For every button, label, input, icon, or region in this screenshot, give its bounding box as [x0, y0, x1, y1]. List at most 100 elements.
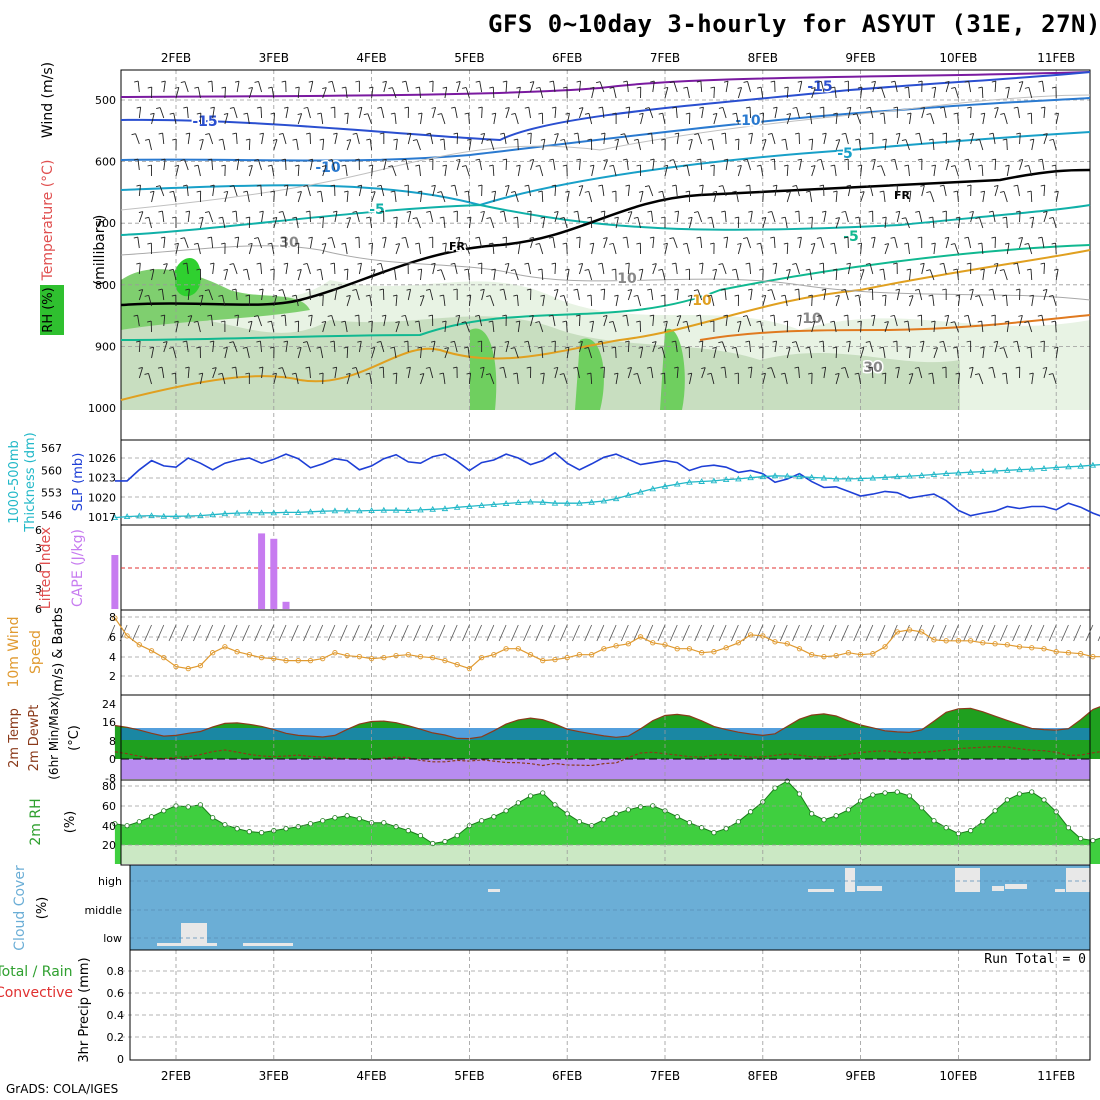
wind10m-barb	[669, 624, 678, 642]
wind-barb	[212, 367, 217, 370]
date-label-bottom: 8FEB	[748, 1069, 778, 1083]
thickness-marker	[294, 509, 302, 515]
wind-barb	[1030, 268, 1033, 281]
wind10m-barb	[486, 624, 495, 642]
wind-barb	[161, 289, 165, 301]
wind-barb	[175, 321, 179, 333]
wind-barb	[489, 86, 494, 89]
wind-barb	[689, 373, 693, 385]
wind-barb	[1043, 107, 1046, 119]
wind10m-barb	[449, 624, 458, 642]
wind-barb	[282, 289, 287, 301]
wind-barb	[180, 159, 185, 162]
wind10m-barb	[205, 624, 214, 642]
wind-barb	[868, 288, 873, 291]
wind-barb	[780, 372, 786, 375]
wind-barb	[418, 321, 421, 333]
wind-barb	[513, 138, 518, 141]
wind-barb	[884, 295, 887, 307]
wind-barb	[745, 340, 750, 343]
wind10m-barb	[156, 624, 165, 642]
wind10m-marker	[258, 655, 265, 661]
wind-barb	[210, 315, 214, 327]
wind-barb	[327, 236, 333, 239]
wind-barb	[553, 288, 559, 291]
wind-barb	[163, 81, 166, 93]
wind-barb	[720, 288, 726, 291]
wind-barb	[943, 263, 947, 275]
wind-barb	[245, 216, 250, 219]
wind-barb	[158, 210, 163, 213]
thickness-marker	[686, 478, 693, 485]
wind-barb	[737, 138, 740, 151]
wind-barb	[207, 236, 212, 239]
wind-barb	[346, 346, 349, 359]
wind10m-marker	[686, 646, 693, 652]
wind-barb	[919, 340, 925, 343]
rh-area	[114, 781, 1100, 864]
wind-barb	[662, 191, 666, 203]
wind10m-marker	[442, 657, 448, 664]
wind-barb	[577, 133, 580, 145]
wind-barb	[1055, 269, 1059, 281]
freezing-level-line	[120, 168, 1091, 307]
wind-barb	[221, 86, 226, 89]
wind-barb	[652, 81, 655, 93]
temp-band-blue	[121, 728, 1090, 740]
cloud-block	[181, 923, 207, 946]
wind-barb	[926, 191, 931, 194]
wind-barb	[529, 236, 534, 239]
wind-barb	[1018, 236, 1023, 239]
wind-barb	[674, 366, 679, 369]
wind-barb	[647, 288, 652, 291]
wind-barb	[908, 87, 910, 99]
wind-barb	[209, 340, 214, 343]
slp-tick: 1026	[88, 452, 116, 465]
wind10m-barb	[792, 624, 800, 642]
wind-barb	[884, 372, 887, 385]
wind-barb	[969, 132, 974, 135]
wind-barb	[541, 190, 544, 203]
wind10m-marker	[552, 656, 558, 663]
rh-tick: 40	[102, 820, 116, 833]
wind-barb	[136, 106, 141, 109]
rh-marker	[210, 815, 216, 821]
wind-barb	[682, 242, 688, 245]
wind10m-marker	[454, 661, 460, 668]
wind-barb	[148, 373, 152, 385]
wind-barb	[453, 288, 458, 291]
wind-barb	[669, 159, 674, 162]
wind-barb	[369, 295, 373, 307]
wind-barb	[994, 107, 999, 109]
wind-barb	[586, 372, 591, 375]
rh-marker	[332, 815, 338, 821]
wind-barb	[794, 210, 800, 213]
wind10m-marker	[112, 615, 118, 621]
rh-marker	[796, 791, 803, 797]
wind-barb	[991, 314, 996, 317]
wind-barb	[403, 340, 409, 343]
rh-marker	[894, 789, 900, 795]
cloud-level-label: middle	[84, 904, 122, 917]
wind10m-marker	[332, 650, 338, 656]
wind10m-barb	[193, 624, 201, 642]
wind-barb	[554, 289, 559, 301]
wind10m-barb	[290, 624, 299, 642]
wind-barb	[174, 320, 179, 323]
wind-barb	[285, 263, 289, 275]
wind10m-marker	[185, 665, 191, 672]
wind-barb	[1041, 315, 1045, 327]
wind-barb	[759, 190, 764, 193]
temp-label-4: (°C)	[67, 725, 82, 751]
wind10m-barb	[327, 624, 336, 642]
wind-barb	[566, 269, 570, 281]
wind-barb	[725, 315, 728, 327]
wind10m-marker	[393, 653, 399, 659]
wind-barb	[248, 242, 253, 245]
wind-barb	[871, 158, 876, 161]
wind-barb	[138, 340, 141, 353]
wind-barb	[322, 243, 327, 255]
wind-barb	[767, 132, 773, 135]
upper-label-rh: RH (%)	[41, 287, 56, 332]
pressure-tick: 900	[95, 340, 116, 353]
